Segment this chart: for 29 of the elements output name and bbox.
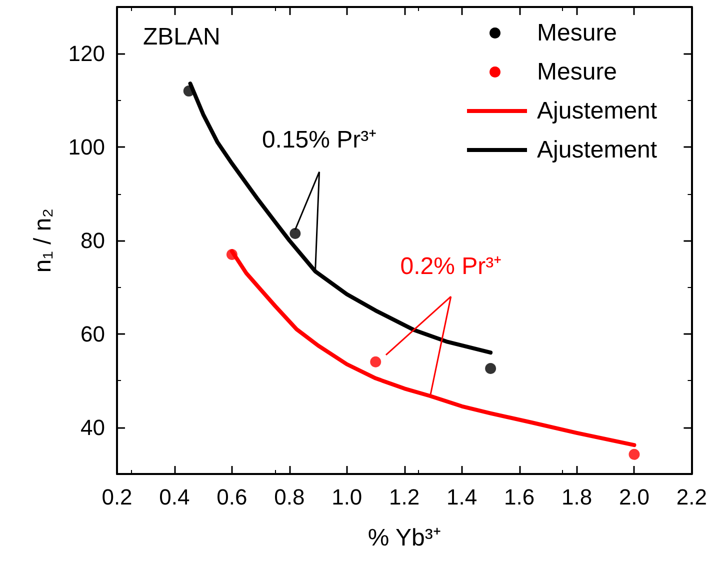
legend-label: Mesure	[537, 58, 618, 86]
legend-label: Mesure	[537, 20, 618, 46]
point	[290, 228, 301, 239]
y-tick-label: 120	[68, 41, 105, 66]
y-axis-title: n₁ / n₂	[30, 208, 56, 273]
y-tick-label: 40	[80, 414, 105, 440]
point	[485, 362, 496, 374]
x-tick-label: 1.6	[504, 484, 535, 510]
legend-label: Ajustement	[537, 98, 658, 124]
x-tick-label: 1.4	[446, 484, 478, 510]
y-tick-label: 100	[68, 134, 105, 160]
x-tick-label: 0.4	[159, 484, 190, 510]
point	[370, 356, 382, 368]
y-tick-label: 80	[80, 228, 105, 253]
x-tick-label: 0.8	[274, 484, 305, 510]
annotation: 0.15% Pr³⁺	[262, 126, 377, 154]
x-tick-label: 2.2	[676, 484, 708, 510]
x-tick-label: 1.0	[332, 484, 362, 510]
legend-label: Ajustement	[537, 136, 658, 164]
annotation: ZBLAN	[143, 24, 220, 50]
point	[628, 448, 640, 460]
x-tick-label: 1.8	[561, 484, 592, 510]
x-tick-label: 0.2	[102, 484, 132, 510]
x-axis-title: % Yb³⁺	[368, 524, 441, 552]
x-tick-label: 0.6	[216, 484, 248, 510]
annotation: 0.2% Pr³⁺	[400, 253, 502, 280]
y-tick-label: 60	[80, 321, 105, 346]
x-tick-label: 2.0	[618, 484, 650, 510]
x-tick-label: 1.2	[389, 484, 420, 510]
